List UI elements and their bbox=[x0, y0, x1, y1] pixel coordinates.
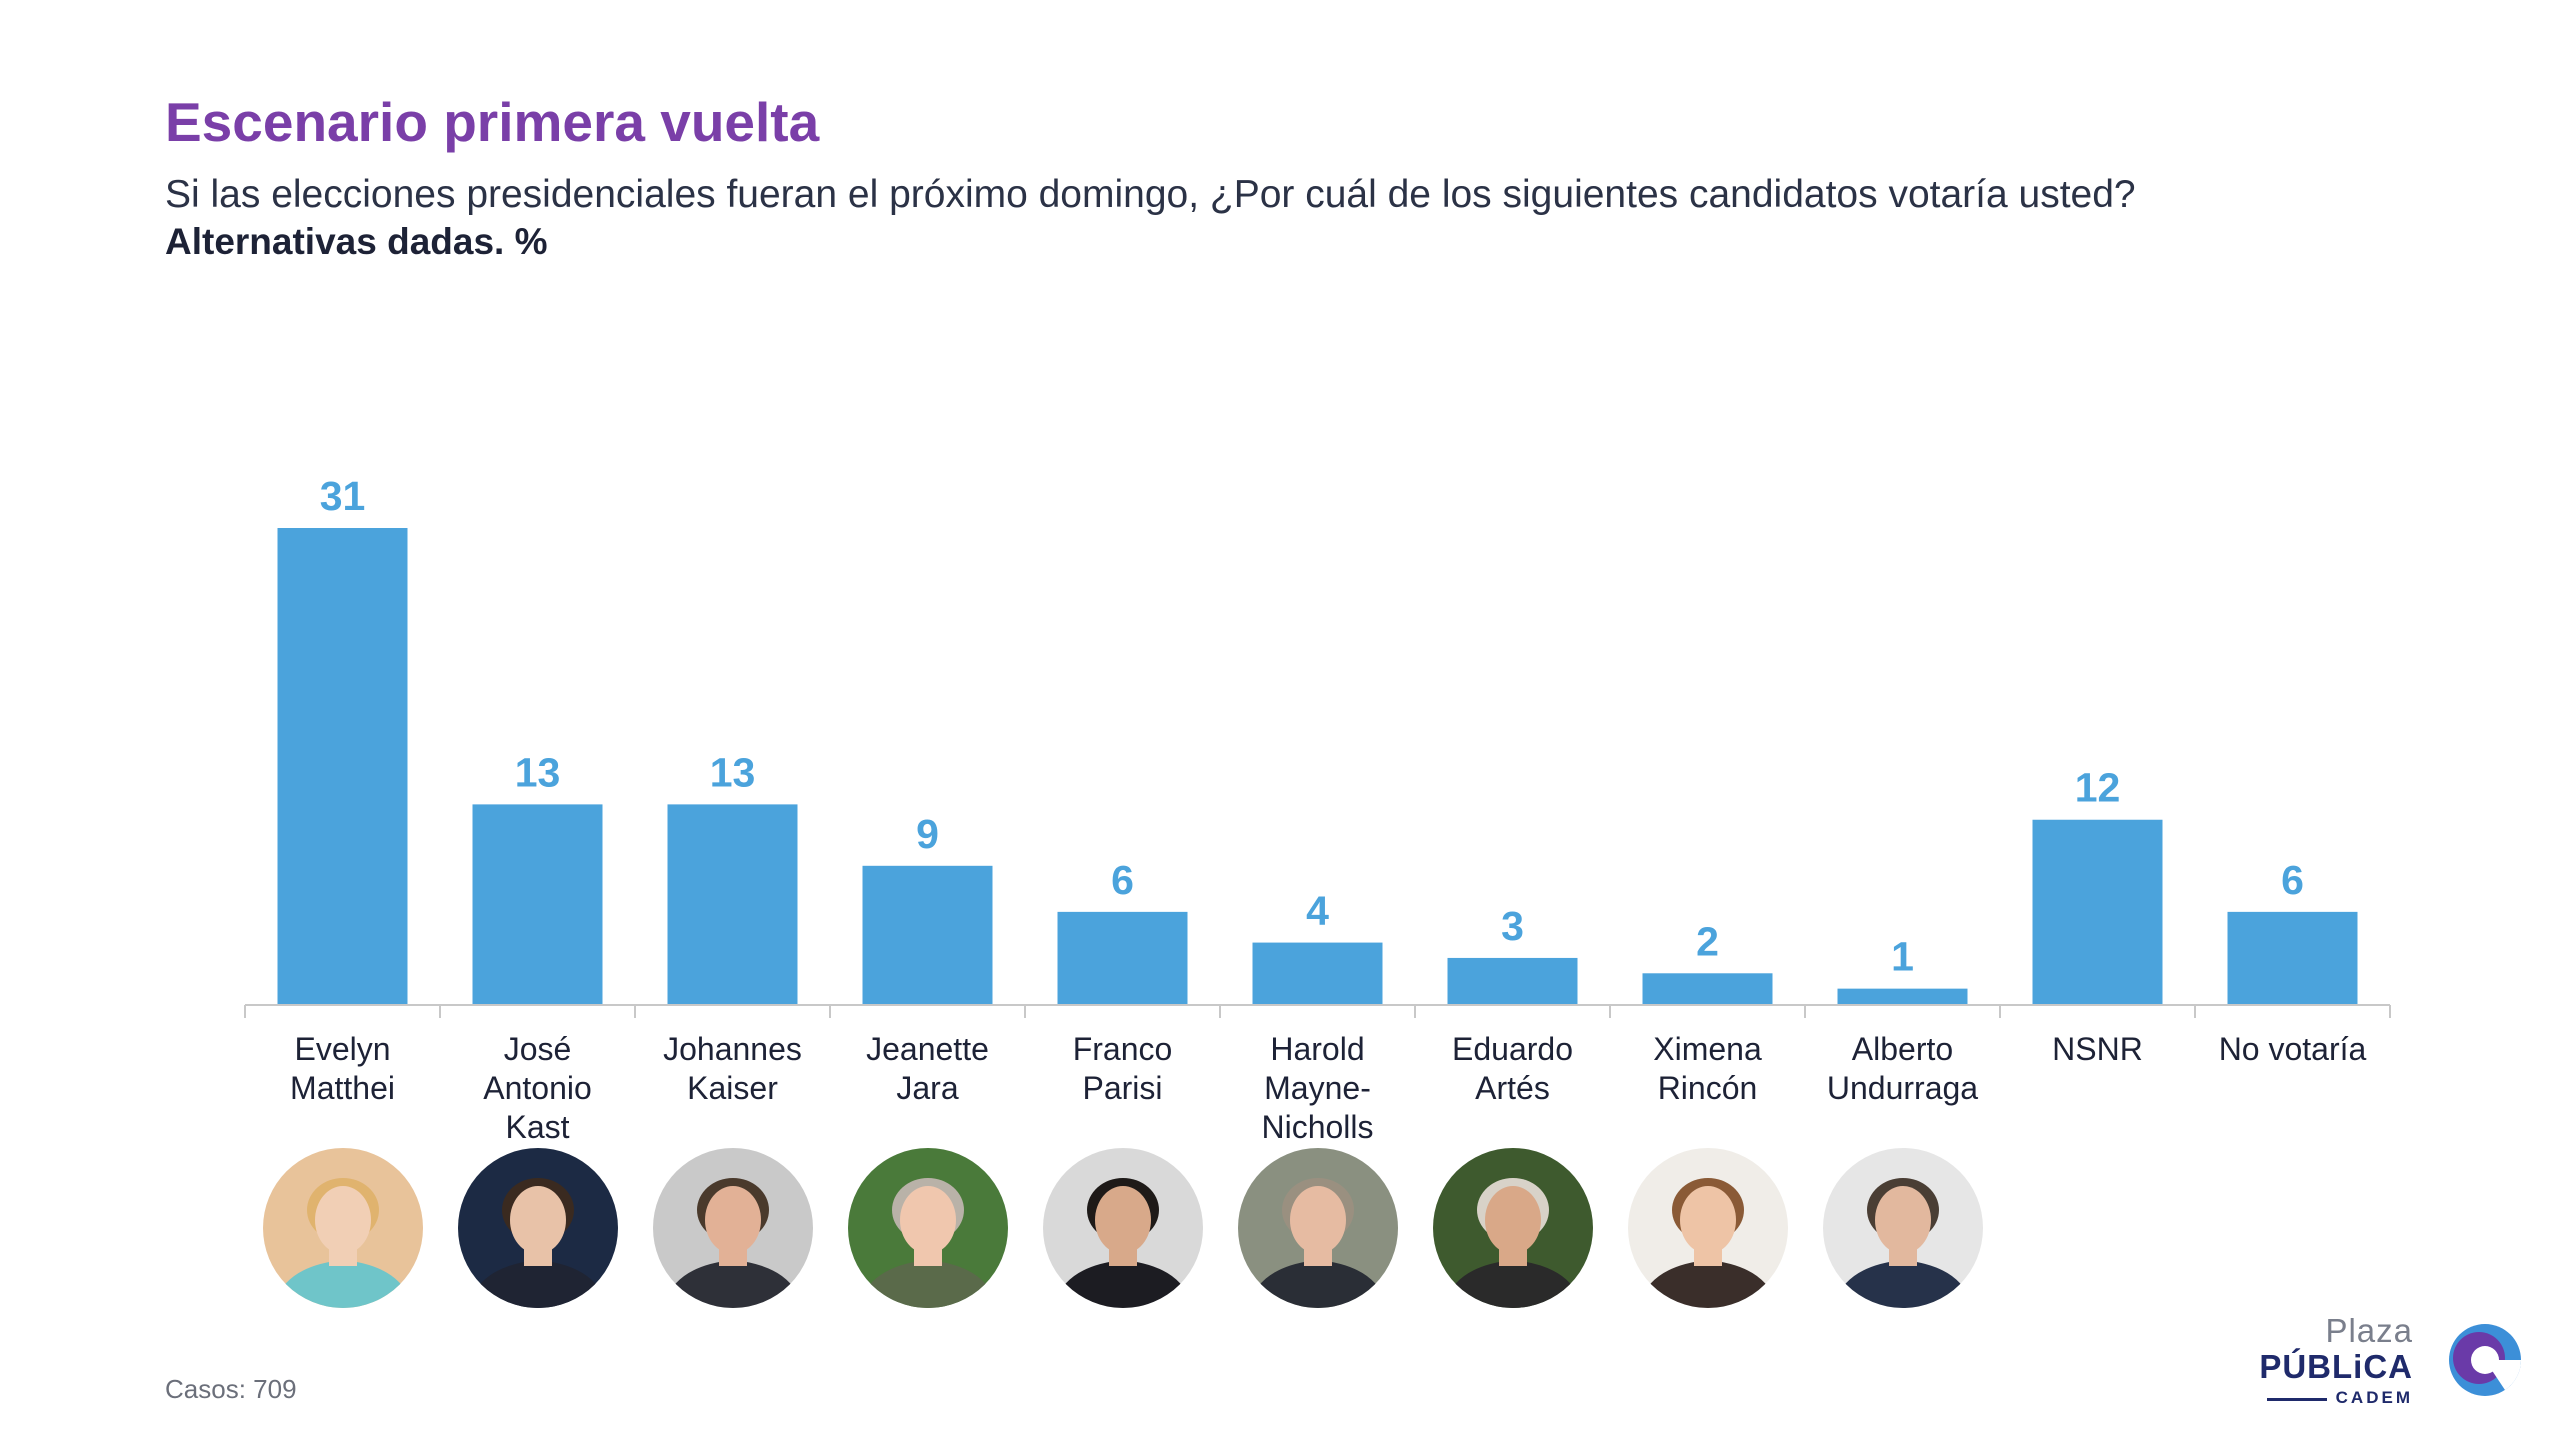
logo-plaza-text: Plaza bbox=[2325, 1312, 2413, 1349]
category-label: Jara bbox=[896, 1070, 958, 1106]
logo-mark-icon bbox=[2449, 1324, 2521, 1396]
category-label: Johannes bbox=[663, 1031, 802, 1067]
harold-mayne-nicholls-photo bbox=[1237, 1148, 1398, 1308]
category-label: No votaría bbox=[2219, 1031, 2367, 1067]
bar-value-label: 6 bbox=[2281, 857, 2304, 903]
bar bbox=[277, 528, 408, 1004]
bar-value-label: 6 bbox=[1111, 857, 1134, 903]
category-label: Eduardo bbox=[1452, 1031, 1573, 1067]
bar-value-label: 4 bbox=[1306, 888, 1329, 934]
alberto-undurraga-photo bbox=[1822, 1148, 1983, 1308]
bar bbox=[862, 865, 993, 1004]
category-label: Franco bbox=[1073, 1031, 1173, 1067]
category-label: Rincón bbox=[1658, 1070, 1758, 1106]
jose-antonio-kast-photo bbox=[457, 1148, 618, 1308]
sample-size-note: Casos: 709 bbox=[165, 1374, 297, 1404]
bar bbox=[2032, 819, 2163, 1004]
category-label: Antonio bbox=[483, 1070, 592, 1106]
category-label: Kaiser bbox=[687, 1070, 778, 1106]
category-label: Nicholls bbox=[1261, 1109, 1373, 1145]
category-label: Harold bbox=[1270, 1031, 1364, 1067]
eduardo-artes-photo bbox=[1432, 1148, 1593, 1308]
bar-value-label: 12 bbox=[2075, 765, 2121, 811]
evelyn-matthei-photo bbox=[262, 1148, 423, 1308]
logo-publica-text: PÚBLiCA bbox=[2259, 1348, 2413, 1385]
category-label: Ximena bbox=[1653, 1031, 1762, 1067]
chart-title: Escenario primera vuelta bbox=[165, 91, 820, 153]
bar bbox=[1837, 988, 1968, 1004]
bar bbox=[1642, 973, 1773, 1004]
chart-subtitle: Alternativas dadas. % bbox=[165, 221, 548, 262]
jeanette-jara-photo bbox=[847, 1148, 1008, 1308]
bar-value-label: 2 bbox=[1696, 918, 1719, 964]
category-label: Artés bbox=[1475, 1070, 1550, 1106]
bar bbox=[1057, 911, 1188, 1004]
bar-value-label: 31 bbox=[320, 473, 366, 519]
bar-value-label: 1 bbox=[1891, 934, 1914, 980]
category-label: Kast bbox=[505, 1109, 569, 1145]
bar bbox=[2227, 911, 2358, 1004]
plaza-publica-cadem-logo: Plaza PÚBLiCA CADEM bbox=[2259, 1312, 2525, 1412]
category-label: Evelyn bbox=[294, 1031, 390, 1067]
category-label: José bbox=[504, 1031, 572, 1067]
bar-value-label: 13 bbox=[710, 749, 756, 795]
bar-value-label: 3 bbox=[1501, 903, 1524, 949]
category-label: Parisi bbox=[1082, 1070, 1162, 1106]
ximena-rincon-photo bbox=[1627, 1148, 1788, 1308]
bar bbox=[1447, 957, 1578, 1004]
category-label: Matthei bbox=[290, 1070, 395, 1106]
category-label: Undurraga bbox=[1827, 1070, 1978, 1106]
category-label: Mayne- bbox=[1264, 1070, 1371, 1106]
bar bbox=[1252, 942, 1383, 1004]
category-label: Jeanette bbox=[866, 1031, 989, 1067]
category-label: NSNR bbox=[2052, 1031, 2143, 1067]
bar bbox=[667, 804, 798, 1004]
johannes-kaiser-photo bbox=[652, 1148, 813, 1308]
bar-value-label: 13 bbox=[515, 749, 561, 795]
chart-question: Si las elecciones presidenciales fueran … bbox=[165, 173, 2136, 216]
bar bbox=[472, 804, 603, 1004]
logo-underline bbox=[2267, 1398, 2327, 1401]
franco-parisi-photo bbox=[1042, 1148, 1203, 1308]
bar-value-label: 9 bbox=[916, 811, 939, 857]
logo-cadem-text: CADEM bbox=[2335, 1388, 2413, 1407]
category-label: Alberto bbox=[1852, 1031, 1953, 1067]
